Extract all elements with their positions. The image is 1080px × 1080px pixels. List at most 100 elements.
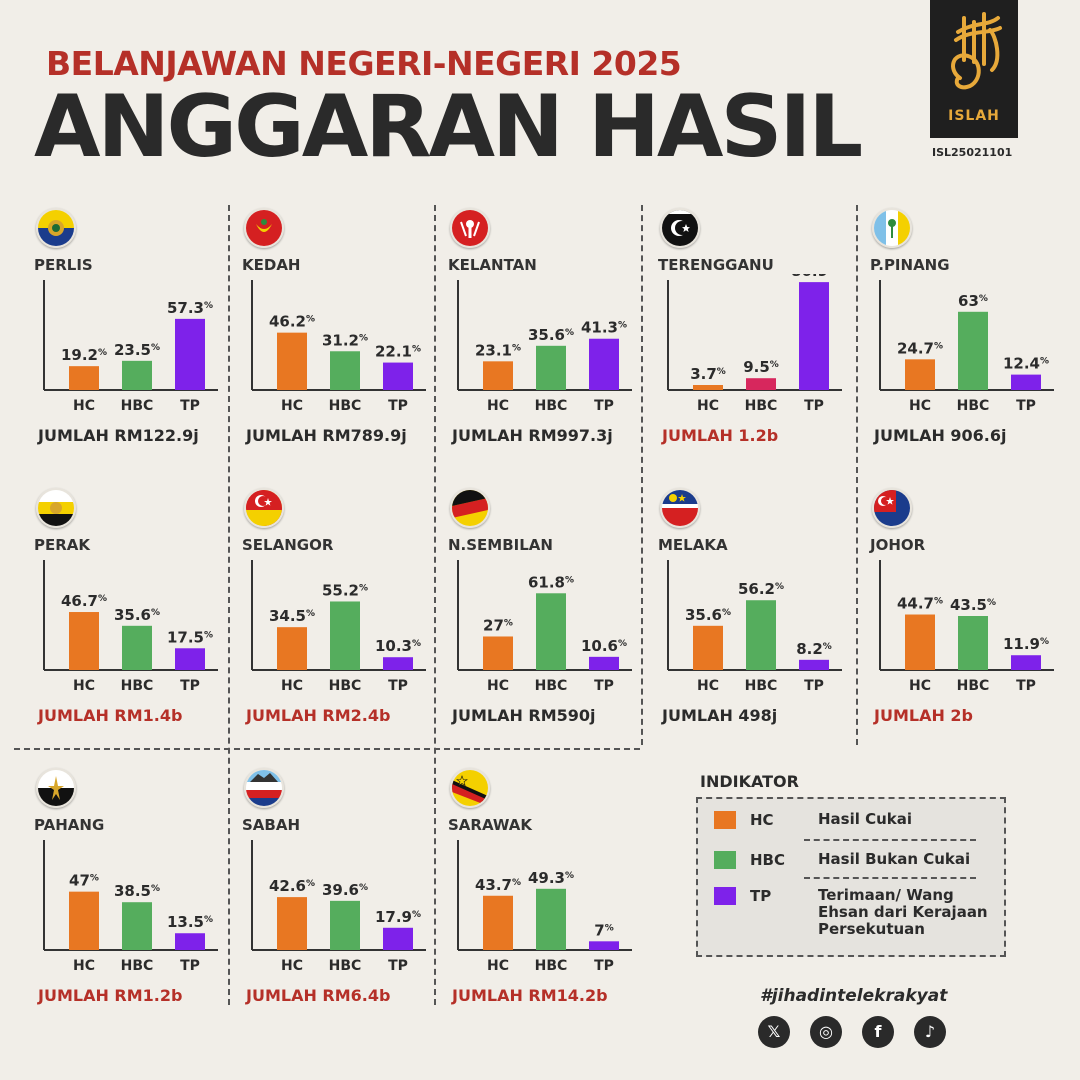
legend-code: HC xyxy=(750,811,774,829)
data-label: 35.6% xyxy=(114,606,160,624)
tick-label: TP xyxy=(804,398,824,412)
data-label: 56.2% xyxy=(738,580,784,598)
legend-label: Hasil Bukan Cukai xyxy=(818,850,971,868)
bar-hc xyxy=(277,627,307,670)
bar-chart: 27% HC 61.8% HBC 10.6% TP xyxy=(448,554,634,692)
tick-label: HBC xyxy=(121,678,154,692)
tick-label: HC xyxy=(73,398,95,412)
tick-label: HBC xyxy=(745,678,778,692)
instagram-icon[interactable]: ◎ xyxy=(810,1016,842,1048)
data-label: 12.4% xyxy=(1003,355,1049,373)
data-label: 55.2% xyxy=(322,581,368,599)
data-label: 57.3% xyxy=(167,299,213,317)
state-name: SARAWAK xyxy=(448,816,533,834)
bar-chart-svg: 42.6% HC 39.6% HBC 17.9% TP xyxy=(251,840,426,972)
data-label: 44.7% xyxy=(897,595,943,613)
data-label: 7% xyxy=(594,921,613,939)
bar-chart-svg: 47% HC 38.5% HBC 13.5% TP xyxy=(43,840,218,972)
bar-chart-svg: 24.7% HC 63% HBC 12.4% TP xyxy=(879,280,1054,412)
tick-label: TP xyxy=(594,678,614,692)
bar-chart-svg: 46.2% HC 31.2% HBC 22.1% TP xyxy=(251,280,426,412)
data-label: 41.3% xyxy=(581,319,627,337)
bar-chart-svg: 35.6% HC 56.2% HBC 8.2% TP xyxy=(667,560,842,692)
state-total: JUMLAH 2b xyxy=(874,706,973,725)
bar-chart: 3.7% HC 9.5% HBC 86.9% TP xyxy=(658,274,844,412)
legend-separator xyxy=(804,839,976,841)
tick-label: HC xyxy=(281,398,303,412)
tick-label: TP xyxy=(594,398,614,412)
state-total: JUMLAH RM2.4b xyxy=(246,706,391,725)
data-label: 22.1% xyxy=(375,343,421,361)
bar-chart-svg: 34.5% HC 55.2% HBC 10.3% TP xyxy=(251,560,426,692)
bar-chart-svg: 19.2% HC 23.5% HBC 57.3% TP xyxy=(43,280,218,412)
tick-label: TP xyxy=(594,958,614,972)
legend-code: HBC xyxy=(750,851,785,869)
melaka-flag-icon xyxy=(660,488,700,528)
bar-hc xyxy=(905,614,935,670)
tick-label: TP xyxy=(388,958,408,972)
bar-chart: 35.6% HC 56.2% HBC 8.2% TP xyxy=(658,554,844,692)
penang-flag-icon xyxy=(872,208,912,248)
state-total: JUMLAH RM997.3j xyxy=(452,426,613,445)
data-label: 86.9% xyxy=(791,274,837,280)
data-label: 61.8% xyxy=(528,573,574,591)
state-total: JUMLAH RM14.2b xyxy=(452,986,608,1005)
state-panel-kedah: KEDAH 46.2% HC 31.2% HBC 22.1% TP JUMLAH RM789.… xyxy=(240,194,430,464)
state-name: KELANTAN xyxy=(448,256,537,274)
bar-hc xyxy=(69,891,99,950)
legend-title: INDIKATOR xyxy=(700,772,799,791)
johor-flag-icon xyxy=(872,488,912,528)
divider xyxy=(641,205,643,745)
tick-label: HBC xyxy=(535,678,568,692)
state-name: SELANGOR xyxy=(242,536,334,554)
state-name: PAHANG xyxy=(34,816,105,834)
bar-hc xyxy=(277,897,307,950)
data-label: 38.5% xyxy=(114,882,160,900)
bar-chart-svg: 44.7% HC 43.5% HBC 11.9% TP xyxy=(879,560,1054,692)
tick-label: TP xyxy=(180,678,200,692)
perak-flag-icon xyxy=(36,488,76,528)
tick-label: HBC xyxy=(121,958,154,972)
state-name: N.SEMBILAN xyxy=(448,536,553,554)
bar-hbc xyxy=(958,616,988,670)
data-label: 10.3% xyxy=(375,637,421,655)
bar-tp xyxy=(1011,374,1041,390)
state-total: JUMLAH RM6.4b xyxy=(246,986,391,1005)
bar-chart: 34.5% HC 55.2% HBC 10.3% TP xyxy=(242,554,428,692)
tiktok-icon[interactable]: ♪ xyxy=(914,1016,946,1048)
tick-label: TP xyxy=(180,958,200,972)
state-name: P.PINANG xyxy=(870,256,950,274)
facebook-icon[interactable]: f xyxy=(862,1016,894,1048)
state-panel-nsembilan: N.SEMBILAN 27% HC 61.8% HBC 10.6% TP JUMLAH RM5… xyxy=(446,474,636,744)
tick-label: HC xyxy=(73,678,95,692)
state-total: JUMLAH RM789.9j xyxy=(246,426,407,445)
bar-chart: 46.2% HC 31.2% HBC 22.1% TP xyxy=(242,274,428,412)
tick-label: HBC xyxy=(121,398,154,412)
tick-label: HBC xyxy=(329,398,362,412)
legend-separator xyxy=(804,877,976,879)
data-label: 43.7% xyxy=(475,876,521,894)
data-label: 49.3% xyxy=(528,869,574,887)
legend-label: Hasil Cukai xyxy=(818,810,913,828)
bar-hc xyxy=(69,612,99,670)
bar-hbc xyxy=(536,888,566,950)
bar-chart: 24.7% HC 63% HBC 12.4% TP xyxy=(870,274,1056,412)
data-label: 23.5% xyxy=(114,341,160,359)
bar-hbc xyxy=(330,351,360,390)
data-label: 13.5% xyxy=(167,913,213,931)
bar-tp xyxy=(799,659,829,670)
x-icon[interactable]: 𝕏 xyxy=(758,1016,790,1048)
data-label: 42.6% xyxy=(269,877,315,895)
state-panel-terengganu: TERENGGANU 3.7% HC 9.5% HBC 86.9% TP JUMLAH 1.2… xyxy=(656,194,846,464)
tick-label: HBC xyxy=(957,678,990,692)
tick-label: HC xyxy=(909,398,931,412)
sarawak-flag-icon xyxy=(450,768,490,808)
reference-code: ISL25021101 xyxy=(932,146,1013,159)
legend-swatch xyxy=(714,811,736,829)
bar-hbc xyxy=(958,311,988,390)
bar-hc xyxy=(483,895,513,950)
tick-label: HBC xyxy=(329,958,362,972)
brand-logo: ISLAH xyxy=(930,0,1018,138)
bar-tp xyxy=(175,933,205,950)
bar-hc xyxy=(483,636,513,670)
